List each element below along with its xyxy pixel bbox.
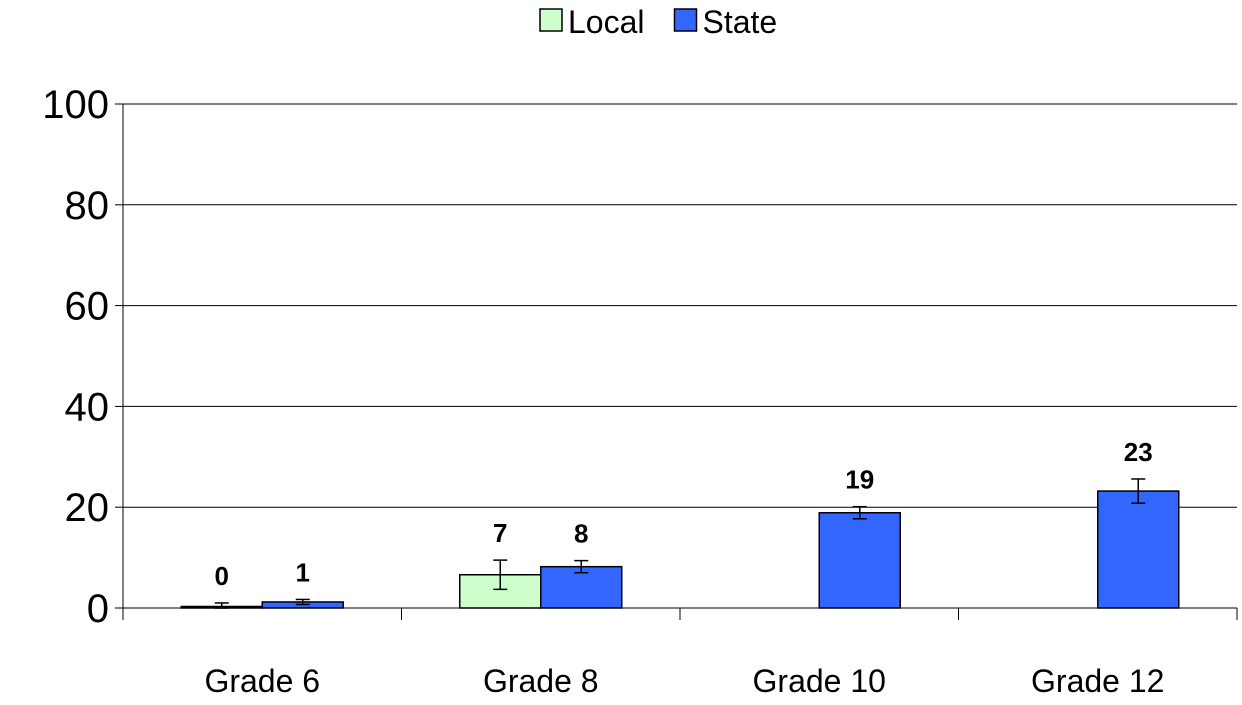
data-label: 8 (574, 519, 588, 549)
y-tick-label: 60 (65, 285, 110, 329)
bar-state-grade-8 (540, 565, 623, 609)
legend-label: Local (568, 4, 645, 40)
bar-state-grade-10 (818, 511, 901, 609)
y-axis-tick-labels: 0 20 40 60 80 100 (42, 83, 109, 631)
y-tick-label: 40 (65, 385, 110, 429)
legend-swatch (673, 8, 698, 32)
x-category-label: Grade 6 (204, 663, 320, 699)
legend: Local State (539, 4, 778, 40)
y-tick-label: 0 (87, 587, 109, 631)
legend-swatch (539, 8, 563, 32)
data-label: 7 (493, 518, 507, 548)
y-tick-label: 80 (65, 184, 110, 228)
x-category-label: Grade 12 (1031, 663, 1164, 699)
gridlines (115, 103, 1237, 609)
data-label: 0 (215, 561, 229, 591)
data-label: 23 (1124, 437, 1153, 467)
data-labels: 0 1 7 8 19 23 (215, 437, 1153, 591)
bar-state-grade-12 (1097, 490, 1180, 609)
y-tick-label: 100 (42, 83, 109, 127)
axes (122, 104, 1238, 620)
y-tick-label: 20 (65, 486, 110, 530)
bars (180, 490, 1180, 609)
x-category-label: Grade 10 (753, 663, 886, 699)
data-label: 19 (845, 465, 874, 495)
data-label: 1 (296, 557, 310, 587)
legend-label: State (703, 4, 778, 40)
x-axis-category-labels: Grade 6 Grade 8 Grade 10 Grade 12 (204, 663, 1164, 699)
error-bars (214, 478, 1146, 609)
x-category-label: Grade 8 (483, 663, 599, 699)
